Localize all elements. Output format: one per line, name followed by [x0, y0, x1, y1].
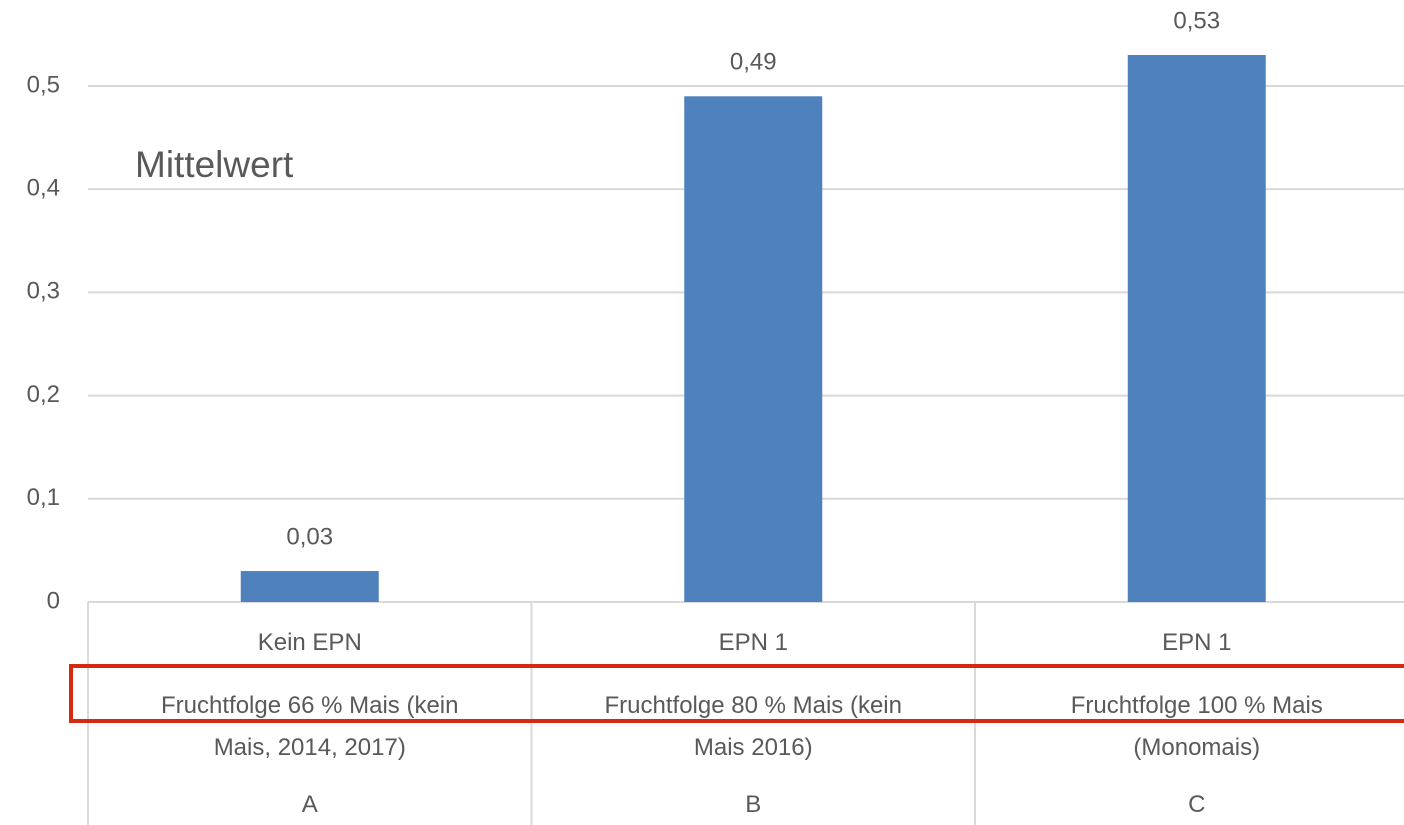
category-label: EPN 1	[1162, 629, 1232, 656]
category-label: B	[745, 791, 762, 818]
bar	[240, 571, 379, 602]
highlight-box	[69, 664, 1404, 723]
y-tick-label: 0,1	[27, 484, 60, 511]
bar	[684, 96, 823, 603]
category-label: Fruchtfolge 80 % Mais (kein Mais 2016)	[604, 692, 902, 761]
annotation: Mittelwert	[135, 144, 294, 185]
data-label: 0,49	[730, 49, 777, 76]
data-label: 0,53	[1173, 7, 1220, 34]
y-tick-label: 0,2	[27, 381, 60, 408]
category-label: Fruchtfolge 66 % Mais (kein Mais, 2014, …	[161, 692, 459, 761]
y-tick-label: 0,5	[27, 71, 60, 98]
bar	[1127, 55, 1266, 603]
y-tick-label: 0,3	[27, 278, 60, 305]
y-tick-label: 0,4	[27, 175, 60, 202]
category-label: Fruchtfolge 100 % Mais (Monomais)	[1070, 692, 1323, 761]
category-label: Kein EPN	[257, 629, 362, 656]
y-tick-label: 0	[47, 587, 60, 614]
data-label: 0,03	[286, 523, 333, 550]
category-label: A	[301, 791, 318, 818]
category-label: EPN 1	[718, 629, 788, 656]
category-label: C	[1188, 791, 1206, 818]
